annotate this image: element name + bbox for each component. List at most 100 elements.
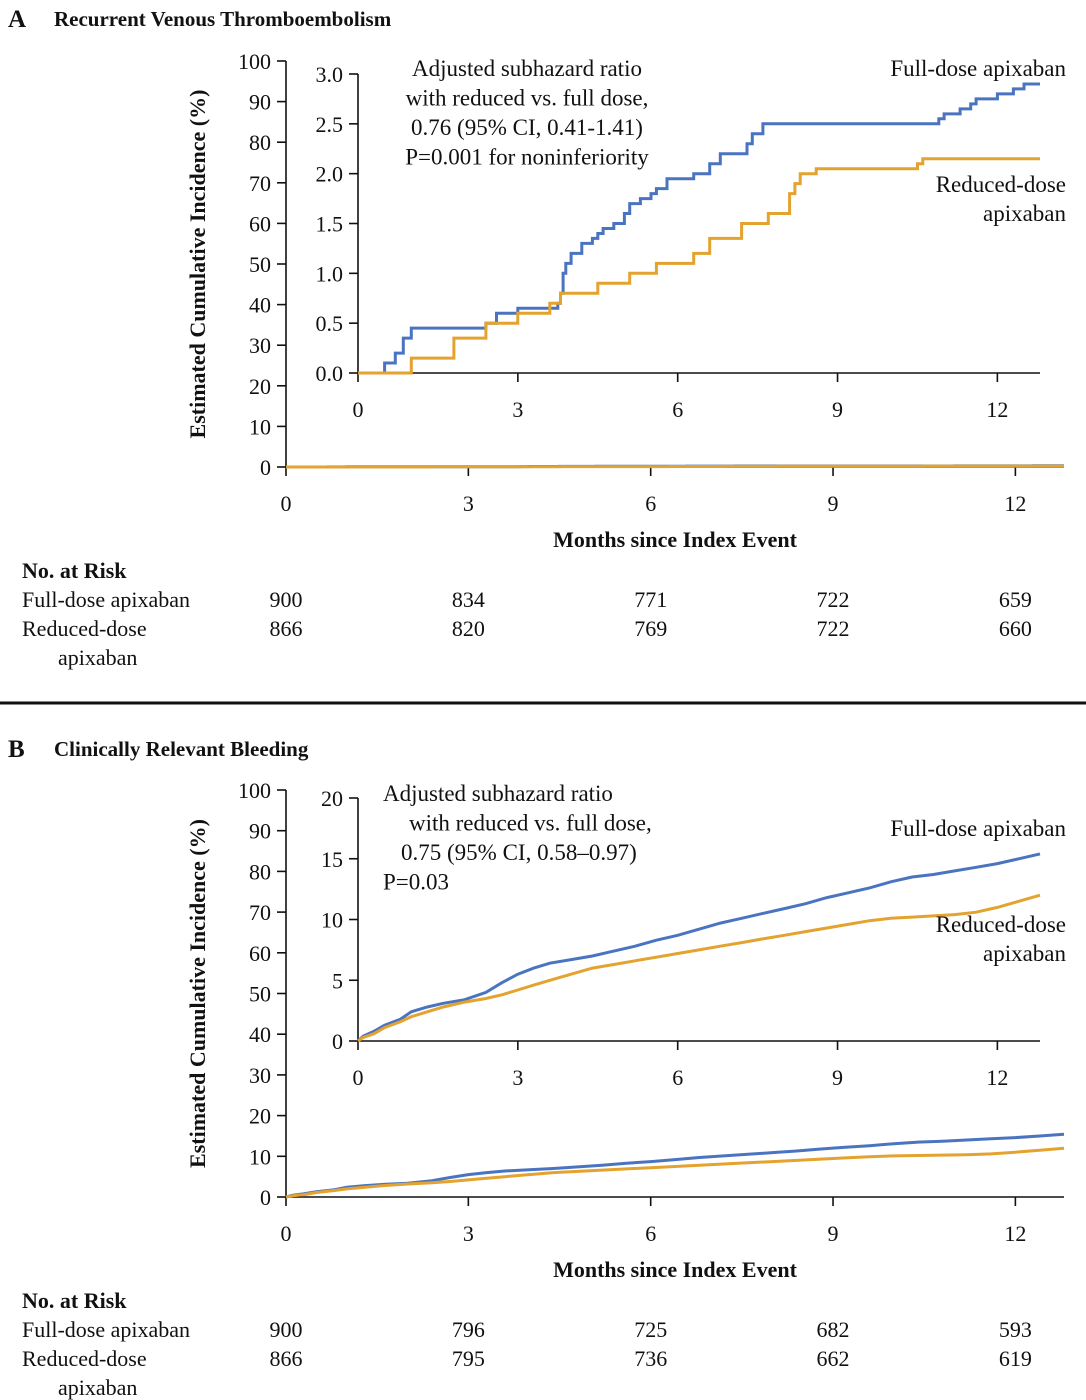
inset-y-tick-label: 0 [332, 1029, 343, 1054]
inset-y-tick-label: 2.0 [316, 162, 344, 187]
inset-y-tick-label: 5 [332, 968, 343, 993]
inset-x-tick-label: 3 [512, 1065, 523, 1090]
y-tick-label: 60 [249, 941, 271, 966]
inset-y-tick-label: 2.5 [316, 112, 344, 137]
annotation-line: Adjusted subhazard ratio [383, 781, 613, 806]
risk-value: 736 [634, 1346, 667, 1371]
risk-row-label: Reduced-dose [22, 1346, 147, 1371]
annotation-line: Adjusted subhazard ratio [412, 56, 642, 81]
risk-value: 900 [270, 1317, 303, 1342]
inset-y-tick-label: 20 [321, 786, 343, 811]
inset-full-dose-line [356, 852, 1041, 1043]
y-tick-label: 80 [249, 859, 271, 884]
y-tick-label: 90 [249, 819, 271, 844]
x-tick-label: 9 [828, 491, 839, 516]
risk-value: 820 [452, 616, 485, 641]
full-dose-label: Full-dose apixaban [890, 56, 1066, 81]
inset-x-tick-label: 3 [512, 397, 523, 422]
y-axis-label: Estimated Cumulative Incidence (%) [185, 90, 210, 439]
panel-a: A Recurrent Venous Thromboembolism0102030… [8, 6, 1067, 670]
annotation-line: 0.76 (95% CI, 0.41-1.41) [411, 115, 643, 140]
risk-row-label: Full-dose apixaban [22, 1317, 190, 1342]
inset-x-tick-label: 9 [832, 397, 843, 422]
x-tick-label: 9 [828, 1221, 839, 1246]
x-tick-label: 0 [281, 491, 292, 516]
y-tick-label: 40 [249, 293, 271, 318]
risk-value: 834 [452, 587, 485, 612]
risk-row-label: apixaban [58, 645, 137, 670]
risk-value: 722 [817, 616, 850, 641]
risk-value: 769 [634, 616, 667, 641]
y-tick-label: 70 [249, 900, 271, 925]
inset-y-tick-label: 0.0 [316, 361, 344, 386]
risk-row-label: Full-dose apixaban [22, 587, 190, 612]
panel-letter: A [8, 6, 26, 33]
risk-table-header: No. at Risk [22, 1288, 127, 1313]
x-tick-label: 3 [463, 1221, 474, 1246]
risk-table-header: No. at Risk [22, 558, 127, 583]
y-tick-label: 10 [249, 1144, 271, 1169]
inset-y-tick-label: 10 [321, 908, 343, 933]
reduced-dose-label: apixaban [983, 941, 1067, 966]
annotation-line: 0.75 (95% CI, 0.58–0.97) [401, 840, 637, 865]
reduced-dose-line [285, 1146, 1065, 1199]
risk-value: 866 [270, 1346, 303, 1371]
y-axis-label: Estimated Cumulative Incidence (%) [185, 819, 210, 1168]
panel-b: B Clinically Relevant Bleeding01020304050… [8, 736, 1067, 1400]
inset-x-tick-label: 6 [672, 1065, 683, 1090]
inset-x-tick-label: 12 [986, 1065, 1008, 1090]
inset-y-tick-label: 0.5 [316, 311, 344, 336]
y-tick-label: 0 [260, 1185, 271, 1210]
risk-value: 662 [817, 1346, 850, 1371]
risk-value: 900 [270, 587, 303, 612]
risk-value: 593 [999, 1317, 1032, 1342]
y-tick-label: 90 [249, 90, 271, 115]
x-tick-label: 6 [645, 1221, 656, 1246]
inset-y-tick-label: 3.0 [316, 62, 344, 87]
x-tick-label: 12 [1004, 1221, 1026, 1246]
risk-value: 795 [452, 1346, 485, 1371]
x-axis-label: Months since Index Event [553, 1257, 798, 1282]
risk-value: 722 [817, 587, 850, 612]
y-tick-label: 60 [249, 211, 271, 236]
full-dose-line [285, 1132, 1065, 1199]
inset-x-tick-label: 9 [832, 1065, 843, 1090]
risk-value: 771 [634, 587, 667, 612]
y-tick-label: 70 [249, 171, 271, 196]
y-tick-label: 20 [249, 374, 271, 399]
y-tick-label: 50 [249, 252, 271, 277]
risk-value: 682 [817, 1317, 850, 1342]
x-axis-label: Months since Index Event [553, 527, 798, 552]
reduced-dose-label: Reduced-dose [936, 912, 1066, 937]
annotation-line: with reduced vs. full dose, [409, 811, 652, 836]
x-tick-label: 6 [645, 491, 656, 516]
x-tick-label: 0 [281, 1221, 292, 1246]
annotation-line: P=0.001 for noninferiority [405, 145, 649, 170]
inset-reduced-dose-line [357, 893, 1041, 1043]
inset-x-tick-label: 0 [353, 397, 364, 422]
annotation-line: P=0.03 [383, 870, 449, 895]
y-tick-label: 30 [249, 1063, 271, 1088]
risk-value: 866 [270, 616, 303, 641]
inset-x-tick-label: 12 [986, 397, 1008, 422]
y-tick-label: 30 [249, 333, 271, 358]
risk-value: 619 [999, 1346, 1032, 1371]
risk-value: 796 [452, 1317, 485, 1342]
y-tick-label: 10 [249, 414, 271, 439]
y-tick-label: 0 [260, 455, 271, 480]
x-tick-label: 3 [463, 491, 474, 516]
y-tick-label: 100 [238, 778, 271, 803]
y-tick-label: 50 [249, 982, 271, 1007]
x-tick-label: 12 [1004, 491, 1026, 516]
reduced-dose-label: Reduced-dose [936, 172, 1066, 197]
y-tick-label: 20 [249, 1104, 271, 1129]
y-tick-label: 80 [249, 130, 271, 155]
panel-title: Recurrent Venous Thromboembolism [54, 7, 392, 31]
full-dose-label: Full-dose apixaban [890, 816, 1066, 841]
panel-letter: B [8, 736, 25, 763]
inset-x-tick-label: 0 [353, 1065, 364, 1090]
risk-row-label: Reduced-dose [22, 616, 147, 641]
annotation-line: with reduced vs. full dose, [406, 86, 649, 111]
inset-y-tick-label: 1.5 [316, 212, 344, 237]
